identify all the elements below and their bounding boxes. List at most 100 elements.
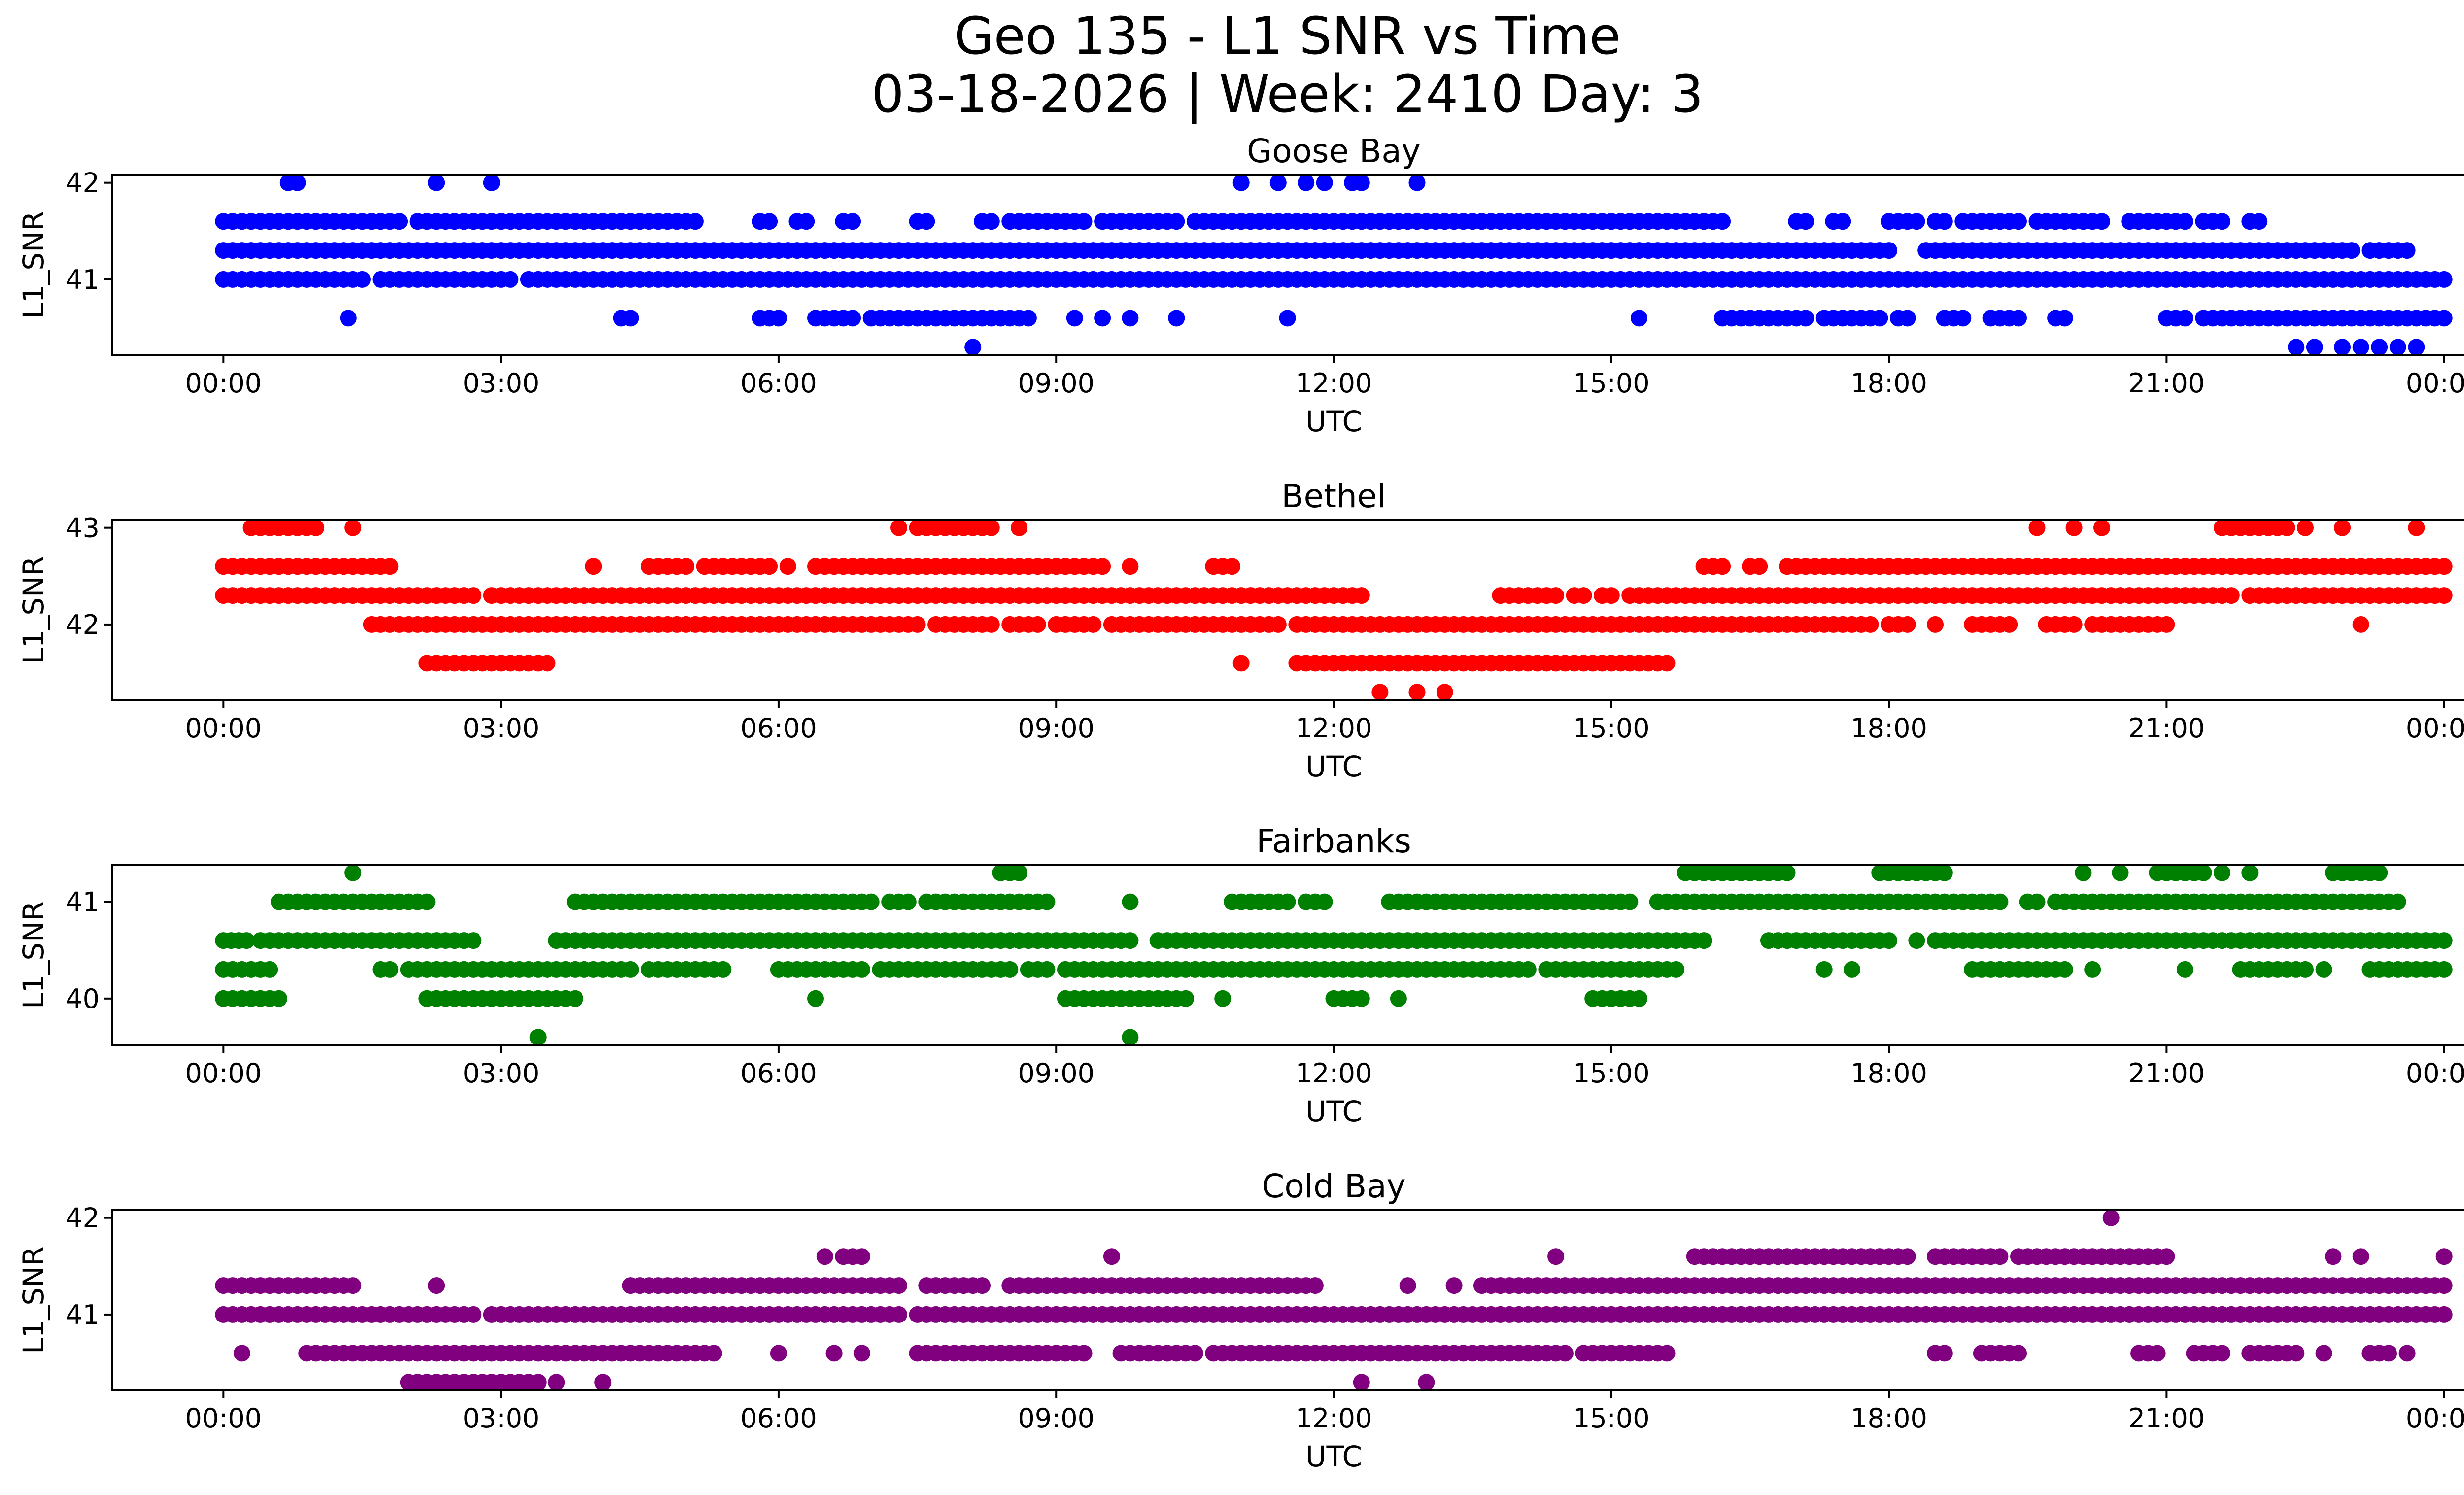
axes-frame (111, 519, 2464, 701)
data-point (1445, 1277, 1463, 1294)
data-point (465, 1306, 482, 1323)
axes-frame (111, 864, 2464, 1046)
data-point (761, 213, 778, 230)
data-point (2176, 213, 2193, 230)
data-point (2176, 961, 2193, 978)
data-point (1122, 932, 1139, 949)
data-point (2084, 961, 2101, 978)
data-point (770, 310, 787, 327)
data-point (2435, 1277, 2453, 1294)
data-point (2334, 339, 2351, 356)
data-point (1353, 990, 1370, 1007)
figure-title-line-1: Geo 135 - L1 SNR vs Time (954, 6, 1621, 66)
x-tick-label: 06:00 (740, 713, 817, 744)
data-point (983, 616, 1000, 633)
data-point (909, 616, 926, 633)
x-tick-label: 18:00 (1850, 713, 1927, 744)
data-point (686, 213, 704, 230)
data-point (2352, 339, 2369, 356)
x-tick-label: 00:00 (185, 1403, 262, 1434)
data-point (2010, 213, 2027, 230)
data-point (844, 213, 861, 230)
data-point (1547, 1248, 1565, 1265)
data-points (215, 1209, 2453, 1391)
data-point (1881, 932, 1898, 949)
x-tick-label: 15:00 (1573, 713, 1650, 744)
data-point (2297, 519, 2314, 536)
panel-cold-bay: 00:00 03:00 06:00 09:00 12:00 15:00 18:00 21:00… (17, 1167, 2464, 1473)
data-point (2056, 310, 2073, 327)
data-point (705, 1345, 722, 1362)
data-point (1418, 1374, 1435, 1391)
data-point (1177, 990, 1195, 1007)
y-axis-label: L1_SNR (17, 1246, 50, 1354)
y-tick-label: 40 (66, 983, 100, 1014)
data-point (271, 990, 287, 1007)
data-point (899, 893, 917, 910)
panel-goose-bay: 00:00 03:00 06:00 09:00 12:00 15:00 18:00 21:00… (17, 132, 2464, 438)
data-point (2093, 519, 2110, 536)
data-point (1714, 213, 1731, 230)
data-point (2306, 339, 2323, 356)
data-point (1214, 990, 1232, 1007)
data-point (1631, 310, 1648, 327)
data-point (1908, 932, 1925, 949)
data-point (1001, 961, 1019, 978)
data-point (1306, 1277, 1324, 1294)
data-point (1279, 310, 1296, 327)
data-point (2158, 1248, 2175, 1265)
x-tick-label: 15:00 (1573, 368, 1650, 399)
data-point (2251, 213, 2268, 230)
data-point (238, 932, 255, 949)
data-point (1844, 961, 1860, 978)
data-point (1371, 684, 1389, 701)
data-point (2028, 519, 2046, 536)
data-point (308, 519, 325, 536)
data-point (1232, 174, 1250, 191)
data-point (585, 558, 602, 575)
y-tick-label: 41 (66, 1299, 100, 1330)
data-point (483, 174, 500, 191)
data-point (1936, 864, 1953, 881)
data-point (344, 1277, 362, 1294)
data-point (1279, 893, 1296, 910)
data-points (215, 174, 2453, 356)
data-point (1232, 655, 1250, 672)
x-tick-label: 12:00 (1296, 1403, 1372, 1434)
data-point (1668, 961, 1685, 978)
data-point (428, 1277, 445, 1294)
data-point (2214, 1345, 2230, 1362)
x-tick-label: 09:00 (1018, 1403, 1095, 1434)
data-point (1094, 558, 1111, 575)
x-tick-label: 03:00 (463, 368, 540, 399)
data-point (1020, 310, 1037, 327)
data-point (381, 558, 399, 575)
data-point (1631, 990, 1648, 1007)
data-point (1779, 864, 1796, 881)
data-point (2352, 1248, 2369, 1265)
data-point (2028, 893, 2046, 910)
x-tick-label: 21:00 (2128, 1403, 2205, 1434)
data-point (770, 1345, 787, 1362)
data-point (2325, 1248, 2342, 1265)
data-point (1408, 174, 1426, 191)
x-axis-label: UTC (1305, 750, 1362, 783)
data-point (1658, 1345, 1676, 1362)
data-point (1695, 932, 1712, 949)
x-tick-label: 03:00 (463, 713, 540, 744)
figure-title: Geo 135 - L1 SNR vs Time 03-18-2026 | We… (0, 7, 2464, 123)
data-point (1899, 310, 1916, 327)
x-tick-label: 09:00 (1018, 368, 1095, 399)
data-point (862, 893, 880, 910)
data-point (2371, 864, 2388, 881)
data-point (344, 519, 362, 536)
data-point (890, 1306, 907, 1323)
data-point (2435, 558, 2453, 575)
data-point (1269, 174, 1287, 191)
x-tick-label: 00:00 (185, 368, 262, 399)
data-point (1316, 893, 1333, 910)
x-axis-label: UTC (1305, 1440, 1362, 1473)
data-point (2398, 242, 2416, 259)
data-point (1908, 213, 1925, 230)
data-point (1269, 616, 1287, 633)
